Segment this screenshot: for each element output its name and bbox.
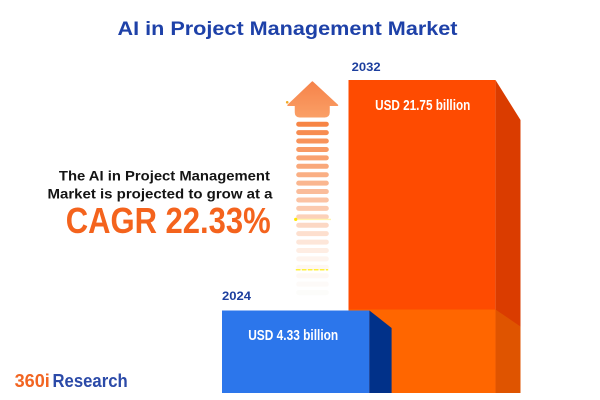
svg-text:Research: Research [53, 370, 128, 391]
svg-text:360i: 360i [15, 370, 50, 391]
svg-text:The AI in Project Management: The AI in Project Management [59, 168, 270, 184]
svg-text:CAGR 22.33%: CAGR 22.33% [66, 200, 271, 241]
svg-text:USD 21.75 billion: USD 21.75 billion [375, 98, 470, 114]
svg-text:2024: 2024 [222, 289, 251, 303]
svg-text:USD 4.33 billion: USD 4.33 billion [248, 328, 338, 344]
svg-text:Market is projected to grow at: Market is projected to grow at a [48, 186, 273, 202]
svg-text:AI in Project Management Marke: AI in Project Management Market [118, 19, 459, 40]
svg-text:2032: 2032 [352, 60, 381, 74]
